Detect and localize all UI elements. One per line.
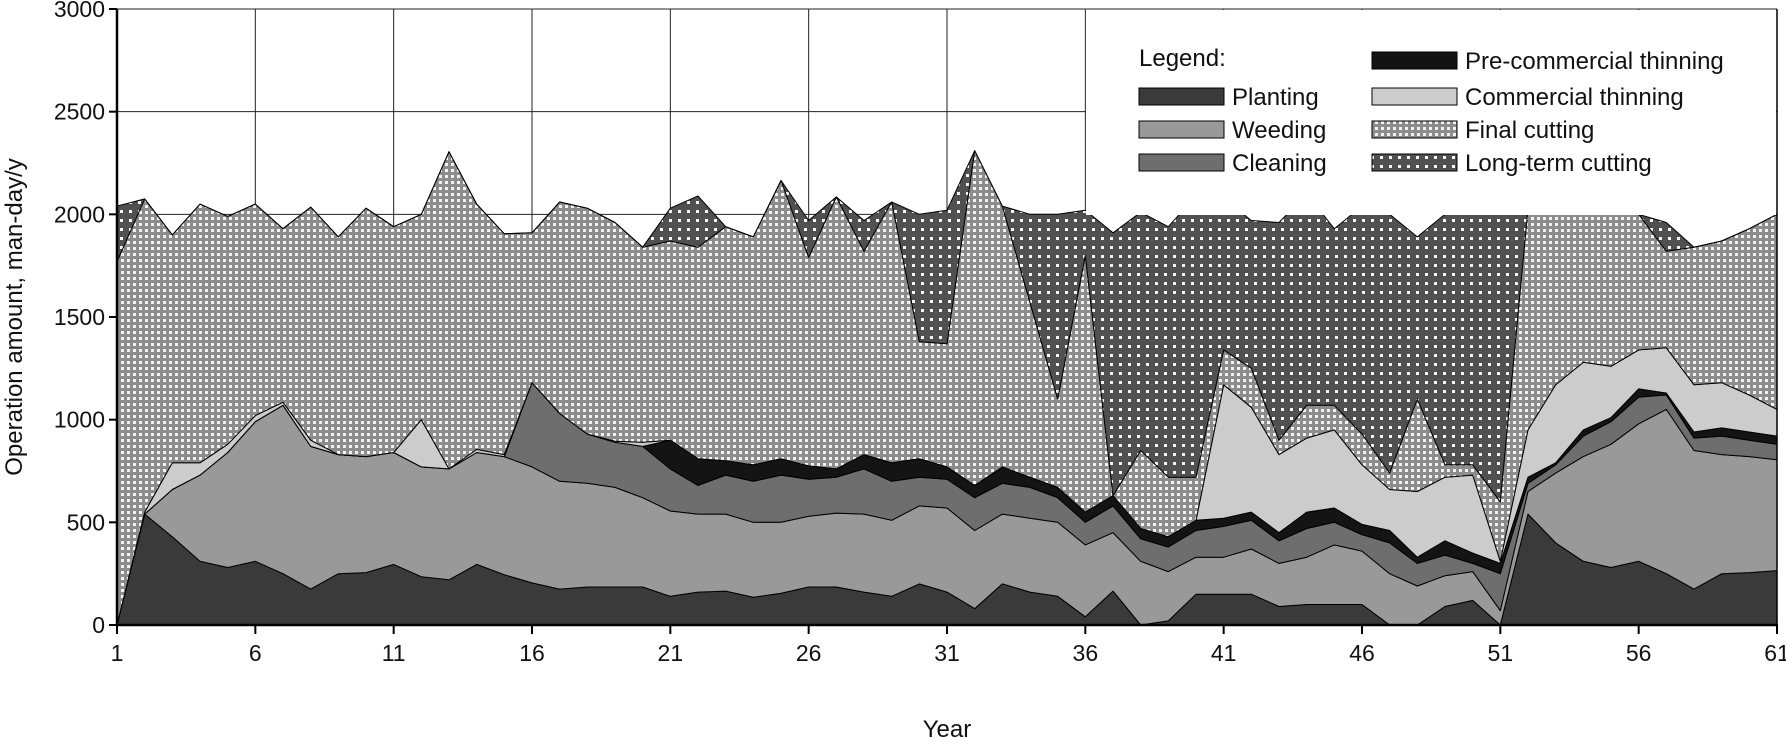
x-tick-label: 56 xyxy=(1626,640,1652,666)
legend-item-long-term-cutting: Long-term cutting xyxy=(1371,150,1652,177)
x-tick-label: 11 xyxy=(382,640,406,666)
x-tick-label: 46 xyxy=(1349,640,1375,666)
legend: Legend: Planting Weeding Cleaning Pre-comme… xyxy=(1086,10,1776,215)
x-axis-label: Year xyxy=(923,716,972,742)
legend-swatch xyxy=(1138,153,1225,172)
legend-title: Legend: xyxy=(1139,45,1226,72)
y-tick-label: 1500 xyxy=(54,304,105,330)
legend-swatch xyxy=(1138,120,1225,139)
legend-swatch xyxy=(1371,51,1458,70)
legend-background xyxy=(1086,10,1776,215)
y-tick-label: 3000 xyxy=(54,0,105,22)
y-tick-label: 1000 xyxy=(54,407,105,433)
y-tick-label: 0 xyxy=(92,612,105,638)
legend-label: Long-term cutting xyxy=(1465,150,1652,177)
legend-item-pre-commercial-thinning: Pre-commercial thinning xyxy=(1371,48,1724,75)
y-tick-label: 2000 xyxy=(54,201,105,227)
series-areas xyxy=(116,150,1778,626)
legend-swatch xyxy=(1371,153,1458,172)
legend-swatch xyxy=(1371,87,1458,106)
legend-item-weeding: Weeding xyxy=(1138,117,1326,144)
x-tick-label: 61 xyxy=(1764,640,1786,666)
x-tick-label: 31 xyxy=(934,640,960,666)
legend-item-commercial-thinning: Commercial thinning xyxy=(1371,84,1684,111)
legend-label: Weeding xyxy=(1232,117,1326,144)
y-tick-label: 500 xyxy=(67,509,105,535)
x-tick-label: 51 xyxy=(1488,640,1514,666)
legend-item-planting: Planting xyxy=(1138,84,1319,111)
legend-label: Cleaning xyxy=(1232,150,1327,177)
x-tick-label: 6 xyxy=(249,640,262,666)
x-tick-label: 36 xyxy=(1073,640,1099,666)
legend-label: Pre-commercial thinning xyxy=(1465,48,1724,75)
x-tick-label: 1 xyxy=(111,640,124,666)
area-long-term-cutting xyxy=(116,150,1778,503)
x-tick-label: 41 xyxy=(1211,640,1237,666)
legend-swatch xyxy=(1371,120,1458,139)
legend-swatch xyxy=(1138,87,1225,106)
legend-item-final-cutting: Final cutting xyxy=(1371,117,1594,144)
legend-item-cleaning: Cleaning xyxy=(1138,150,1327,177)
x-tick-label: 16 xyxy=(519,640,545,666)
x-tick-label: 26 xyxy=(796,640,822,666)
y-tick-label: 2500 xyxy=(54,99,105,125)
x-tick-label: 21 xyxy=(658,640,684,666)
legend-label: Commercial thinning xyxy=(1465,84,1684,111)
legend-label: Final cutting xyxy=(1465,117,1594,144)
legend-label: Planting xyxy=(1232,84,1319,111)
y-axis-label: Operation amount, man-day/y xyxy=(1,158,28,476)
